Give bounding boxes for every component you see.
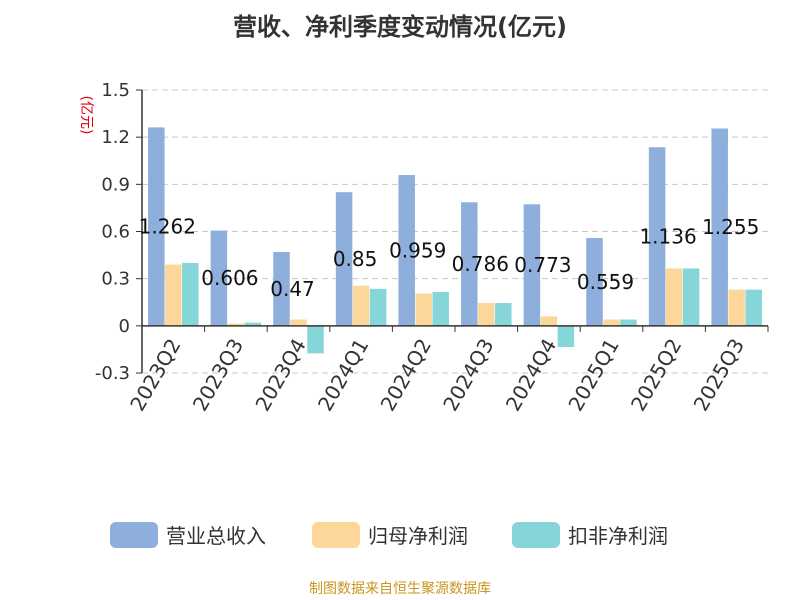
bar-归母净利润-2024Q2 bbox=[415, 293, 432, 326]
bar-归母净利润-2024Q4 bbox=[540, 316, 558, 326]
y-tick-label: 0.9 bbox=[101, 174, 130, 195]
legend-item-归母净利润[interactable]: 归母净利润 bbox=[312, 522, 468, 548]
y-tick-label: 1.5 bbox=[101, 80, 130, 101]
bar-营业总收入-2023Q3 bbox=[210, 230, 228, 326]
y-tick-label: 0.3 bbox=[101, 269, 130, 290]
y-tick-label: 0 bbox=[119, 316, 130, 337]
bar-扣非净利润-2024Q2 bbox=[432, 292, 449, 326]
x-tick-label: 2023Q2 bbox=[125, 334, 185, 415]
bar-扣非净利润-2024Q3 bbox=[495, 303, 512, 326]
x-tick-label: 2023Q4 bbox=[250, 334, 310, 415]
legend[interactable]: 营业总收入 归母净利润 扣非净利润 bbox=[110, 522, 668, 548]
bar-扣非净利润-2025Q1 bbox=[620, 319, 637, 326]
bar-归母净利润-2025Q3 bbox=[728, 289, 745, 326]
legend-swatch bbox=[312, 522, 360, 548]
source-note: 制图数据来自恒生聚源数据库 bbox=[309, 581, 491, 597]
bar-扣非净利润-2025Q2 bbox=[682, 268, 700, 326]
bar-归母净利润-2025Q2 bbox=[665, 268, 683, 326]
bar-扣非净利润-2024Q4 bbox=[557, 325, 575, 348]
x-tick-label: 2025Q2 bbox=[626, 334, 686, 415]
x-tick-label: 2023Q3 bbox=[188, 334, 248, 415]
x-tick-label: 2024Q2 bbox=[376, 334, 436, 415]
legend-item-扣非净利润[interactable]: 扣非净利润 bbox=[512, 522, 668, 548]
bar-归母净利润-2024Q1 bbox=[352, 285, 370, 326]
bar-营业总收入-2024Q2 bbox=[398, 175, 415, 326]
data-label: 1.262 bbox=[139, 215, 196, 239]
data-label: 0.606 bbox=[201, 266, 258, 290]
y-axis-label: (亿元) bbox=[78, 96, 94, 135]
y-tick-label: 0.6 bbox=[101, 222, 130, 243]
chart-title: 营收、净利季度变动情况(亿元) bbox=[233, 13, 567, 41]
bar-营业总收入-2025Q1 bbox=[586, 237, 603, 326]
data-label: 1.255 bbox=[702, 215, 759, 239]
bar-归母净利润-2023Q2 bbox=[165, 264, 182, 326]
data-label: 0.47 bbox=[270, 277, 315, 301]
bar-扣非净利润-2023Q2 bbox=[182, 262, 199, 326]
gridlines bbox=[142, 89, 768, 374]
bar-营业总收入-2024Q1 bbox=[335, 192, 353, 326]
bar-营业总收入-2025Q2 bbox=[648, 147, 666, 326]
data-label: 0.85 bbox=[333, 247, 378, 271]
data-label: 0.773 bbox=[514, 253, 571, 277]
legend-swatch bbox=[110, 522, 158, 548]
bar-扣非净利润-2023Q3 bbox=[244, 322, 262, 326]
legend-item-营业总收入[interactable]: 营业总收入 bbox=[110, 522, 266, 548]
legend-label: 营业总收入 bbox=[166, 524, 266, 548]
bar-营业总收入-2024Q3 bbox=[461, 202, 478, 326]
bar-归母净利润-2023Q4 bbox=[290, 319, 307, 326]
bar-归母净利润-2025Q1 bbox=[603, 319, 620, 326]
bar-营业总收入-2023Q4 bbox=[273, 251, 290, 326]
bar-营业总收入-2023Q2 bbox=[148, 127, 165, 326]
bars bbox=[148, 127, 762, 354]
bar-归母净利润-2023Q3 bbox=[227, 323, 245, 326]
bar-扣非净利润-2023Q4 bbox=[307, 325, 324, 354]
legend-label: 扣非净利润 bbox=[568, 524, 668, 548]
data-label: 1.136 bbox=[639, 225, 696, 249]
bar-营业总收入-2025Q3 bbox=[711, 128, 728, 326]
data-label: 0.786 bbox=[452, 252, 509, 276]
bar-营业总收入-2024Q4 bbox=[523, 204, 541, 326]
y-tick-label: -0.3 bbox=[95, 363, 130, 384]
x-tick-label: 2024Q3 bbox=[438, 334, 498, 415]
x-tick-label: 2024Q4 bbox=[501, 334, 561, 415]
bar-扣非净利润-2025Q3 bbox=[745, 289, 762, 326]
bar-扣非净利润-2024Q1 bbox=[369, 288, 387, 326]
bar-归母净利润-2024Q3 bbox=[478, 303, 495, 326]
y-tick-label: 1.2 bbox=[101, 127, 130, 148]
legend-label: 归母净利润 bbox=[368, 524, 468, 548]
x-tick-label: 2025Q3 bbox=[689, 334, 749, 415]
data-label: 0.559 bbox=[577, 270, 634, 294]
data-label: 0.959 bbox=[389, 238, 446, 262]
legend-swatch bbox=[512, 522, 560, 548]
